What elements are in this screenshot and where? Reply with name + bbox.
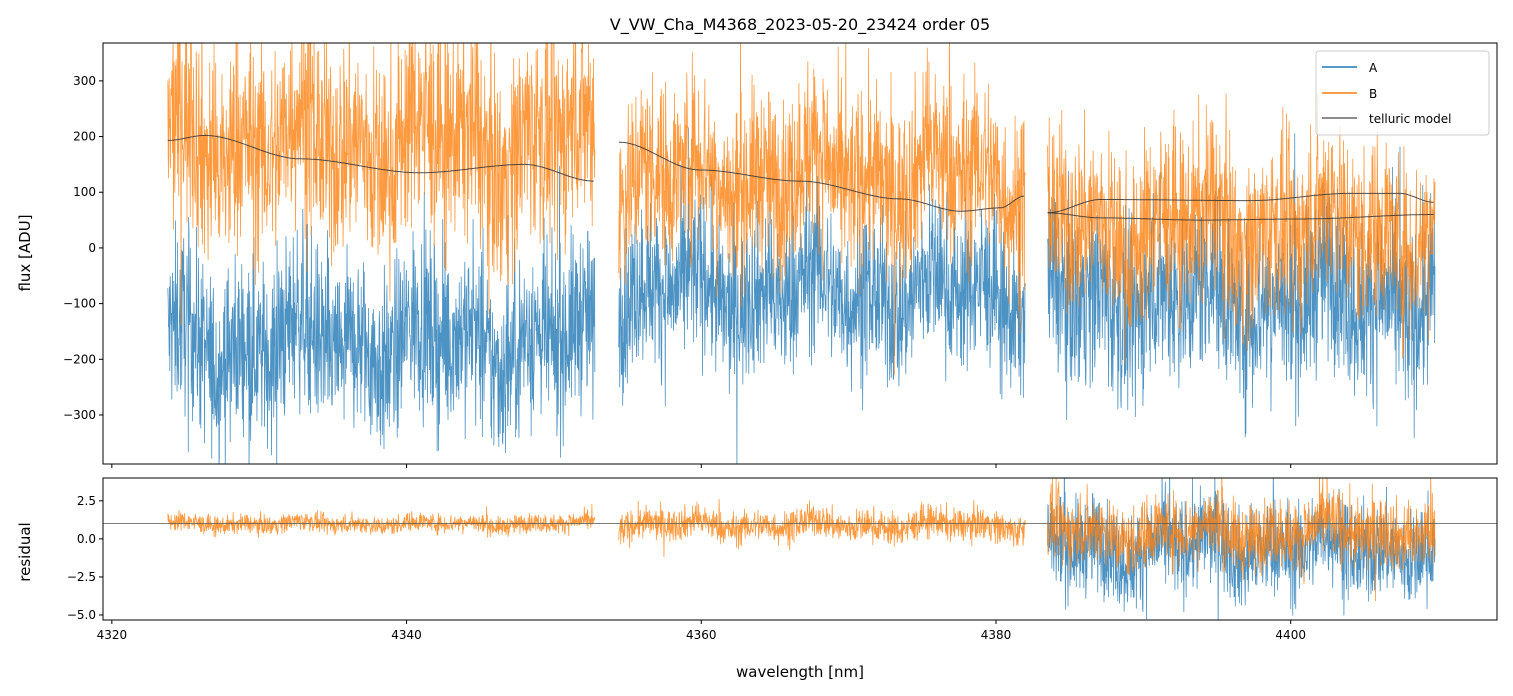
flux-y-tick-label: 300 bbox=[73, 74, 96, 88]
telluric-model-curve-3 bbox=[1047, 192, 1434, 214]
telluric-model-curve-4 bbox=[1047, 212, 1434, 221]
flux-series-b-segment-3 bbox=[1047, 93, 1436, 365]
telluric-model-curve-1 bbox=[167, 134, 594, 182]
residual-axes-frame bbox=[102, 477, 1498, 621]
residual-plot-area bbox=[103, 478, 1497, 620]
flux-y-tick-label: 100 bbox=[73, 185, 96, 199]
flux-y-tick-label: −200 bbox=[63, 352, 96, 366]
residual-y-tick-label: 2.5 bbox=[77, 494, 96, 508]
flux-panel: −300 −200 −100 0 100 200 300 bbox=[63, 42, 1498, 468]
flux-y-tick-label: 200 bbox=[73, 130, 96, 144]
legend-label-telluric: telluric model bbox=[1369, 112, 1451, 126]
flux-series-a-segment-1 bbox=[167, 165, 596, 464]
flux-series-b-segment-1 bbox=[167, 43, 596, 326]
residual-panel: −5.0 −2.5 0.0 2.5 4320 4340 4360 4380 4400 bbox=[67, 477, 1498, 642]
legend-label-b: B bbox=[1369, 87, 1377, 101]
residual-series-b-segment-1 bbox=[167, 503, 596, 538]
flux-y-tick-label: −300 bbox=[63, 408, 96, 422]
chart-title: V_VW_Cha_M4368_2023-05-20_23424 order 05 bbox=[610, 15, 990, 35]
telluric-model-curve-2 bbox=[618, 141, 1025, 212]
residual-y-axis-label: residual bbox=[16, 522, 34, 581]
x-tick-label: 4380 bbox=[981, 628, 1012, 642]
residual-series-b-segment-2 bbox=[618, 498, 1026, 558]
legend-label-a: A bbox=[1369, 61, 1378, 75]
flux-y-axis-label: flux [ADU] bbox=[16, 214, 34, 291]
flux-y-tick-label: 0 bbox=[88, 241, 96, 255]
x-tick-label: 4400 bbox=[1275, 628, 1306, 642]
residual-y-tick-label: −5.0 bbox=[67, 608, 96, 622]
flux-plot-area bbox=[167, 43, 1436, 464]
flux-y-tick-label: −100 bbox=[63, 297, 96, 311]
flux-series-a-segment-2 bbox=[618, 127, 1026, 464]
x-tick-label: 4340 bbox=[391, 628, 422, 642]
x-tick-label: 4360 bbox=[686, 628, 717, 642]
x-tick-label: 4320 bbox=[97, 628, 128, 642]
flux-series-b-segment-2 bbox=[618, 43, 1026, 376]
x-axis-label: wavelength [nm] bbox=[736, 663, 864, 681]
flux-axes-frame bbox=[102, 42, 1498, 465]
residual-y-tick-label: −2.5 bbox=[67, 570, 96, 584]
legend: A B telluric model bbox=[1315, 50, 1490, 136]
residual-series-b-segment-3 bbox=[1047, 478, 1436, 602]
residual-y-tick-label: 0.0 bbox=[77, 532, 96, 546]
